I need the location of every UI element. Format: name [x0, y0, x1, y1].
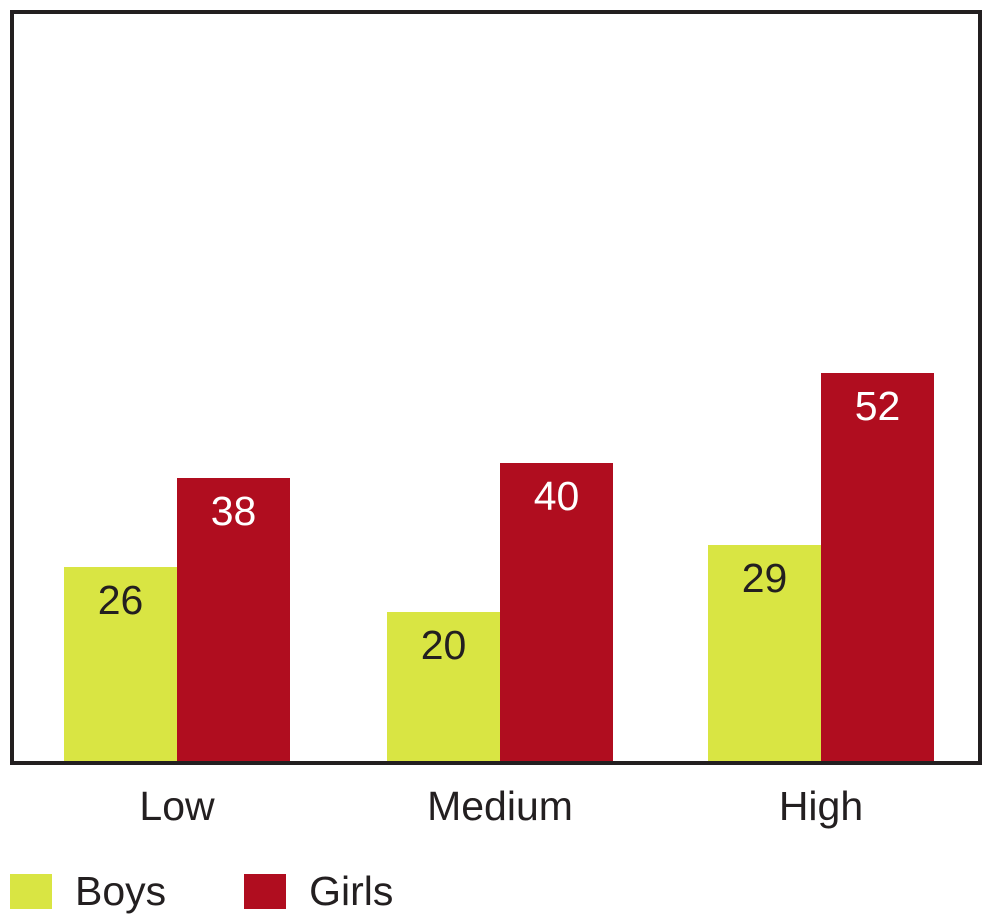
legend-item-girls: Girls	[244, 868, 394, 914]
bar-boys-low: 26	[64, 567, 177, 761]
bar-group-low: 26 38	[64, 478, 290, 761]
bar-value-label: 38	[210, 488, 257, 534]
bar-group-high: 29 52	[708, 373, 934, 761]
legend-swatch-boys	[10, 874, 52, 910]
bar-value-label: 29	[741, 555, 788, 601]
x-axis-labels: Low Medium High	[14, 786, 978, 834]
bar-group-medium: 20 40	[387, 463, 613, 761]
legend-item-boys: Boys	[10, 868, 167, 914]
legend-label-boys: Boys	[75, 868, 167, 914]
bar-value-label: 26	[97, 577, 144, 623]
x-axis-label-high: High	[778, 783, 864, 829]
chart-plot-area: 26 38 20 40 29 52	[10, 10, 982, 765]
legend-label-girls: Girls	[309, 868, 394, 914]
bars-container: 26 38 20 40 29 52	[14, 14, 978, 761]
bar-value-label: 40	[533, 473, 580, 519]
legend-swatch-girls	[244, 874, 287, 910]
bar-value-label: 20	[420, 622, 467, 668]
x-axis-label-medium: Medium	[427, 783, 573, 829]
x-axis-label-low: Low	[139, 783, 215, 829]
bar-boys-medium: 20	[387, 612, 500, 761]
chart-legend: Boys Girls	[10, 868, 394, 914]
bar-boys-high: 29	[708, 545, 821, 761]
bar-girls-high: 52	[821, 373, 934, 761]
bar-girls-low: 38	[177, 478, 290, 761]
bar-value-label: 52	[854, 383, 901, 429]
bar-girls-medium: 40	[500, 463, 613, 761]
